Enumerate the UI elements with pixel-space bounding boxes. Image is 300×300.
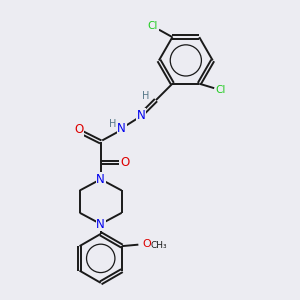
Text: O: O <box>120 156 129 169</box>
Text: O: O <box>142 239 151 249</box>
Text: N: N <box>117 122 126 135</box>
Text: N: N <box>96 173 105 186</box>
Text: H: H <box>142 91 149 100</box>
Text: H: H <box>109 119 116 129</box>
Text: N: N <box>96 218 105 230</box>
Text: Cl: Cl <box>148 21 158 31</box>
Text: CH₃: CH₃ <box>151 241 167 250</box>
Text: N: N <box>137 109 146 122</box>
Text: O: O <box>75 124 84 136</box>
Text: Cl: Cl <box>216 85 226 95</box>
